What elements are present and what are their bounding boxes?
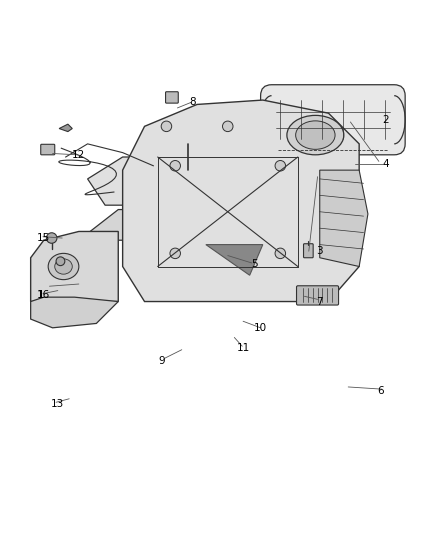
- Circle shape: [46, 233, 57, 243]
- Polygon shape: [59, 124, 72, 132]
- Polygon shape: [44, 240, 79, 302]
- Circle shape: [56, 257, 65, 265]
- Polygon shape: [320, 170, 368, 266]
- Ellipse shape: [182, 150, 195, 164]
- Text: 9: 9: [159, 356, 166, 366]
- Ellipse shape: [296, 121, 335, 149]
- Polygon shape: [123, 100, 359, 302]
- Text: 2: 2: [382, 115, 389, 125]
- FancyBboxPatch shape: [41, 144, 55, 155]
- FancyBboxPatch shape: [166, 92, 178, 103]
- Circle shape: [275, 160, 286, 171]
- Text: 11: 11: [237, 343, 250, 352]
- Polygon shape: [206, 245, 263, 275]
- Text: 10: 10: [254, 323, 267, 333]
- Ellipse shape: [48, 253, 79, 280]
- Ellipse shape: [141, 176, 184, 199]
- FancyBboxPatch shape: [261, 85, 405, 155]
- Circle shape: [170, 160, 180, 171]
- FancyBboxPatch shape: [297, 286, 339, 305]
- Text: 8: 8: [189, 97, 196, 107]
- Circle shape: [170, 248, 180, 259]
- FancyBboxPatch shape: [304, 244, 313, 258]
- Circle shape: [223, 121, 233, 132]
- Ellipse shape: [177, 146, 199, 168]
- Ellipse shape: [287, 115, 344, 155]
- Text: 13: 13: [50, 399, 64, 409]
- Text: 4: 4: [382, 159, 389, 168]
- Text: 6: 6: [378, 386, 385, 397]
- Text: 15: 15: [37, 233, 50, 243]
- Polygon shape: [31, 297, 118, 328]
- Polygon shape: [237, 192, 289, 223]
- Circle shape: [275, 248, 286, 259]
- Text: 7: 7: [316, 296, 323, 306]
- Circle shape: [161, 121, 172, 132]
- Text: 1: 1: [38, 290, 45, 300]
- Ellipse shape: [55, 259, 72, 274]
- Polygon shape: [88, 157, 263, 205]
- Text: 5: 5: [251, 260, 258, 269]
- Text: 12: 12: [72, 150, 85, 160]
- Polygon shape: [31, 231, 118, 302]
- Text: 3: 3: [316, 246, 323, 256]
- Polygon shape: [79, 209, 272, 240]
- Ellipse shape: [229, 195, 240, 203]
- Ellipse shape: [132, 172, 192, 204]
- Polygon shape: [219, 170, 285, 209]
- Text: 16: 16: [37, 290, 50, 300]
